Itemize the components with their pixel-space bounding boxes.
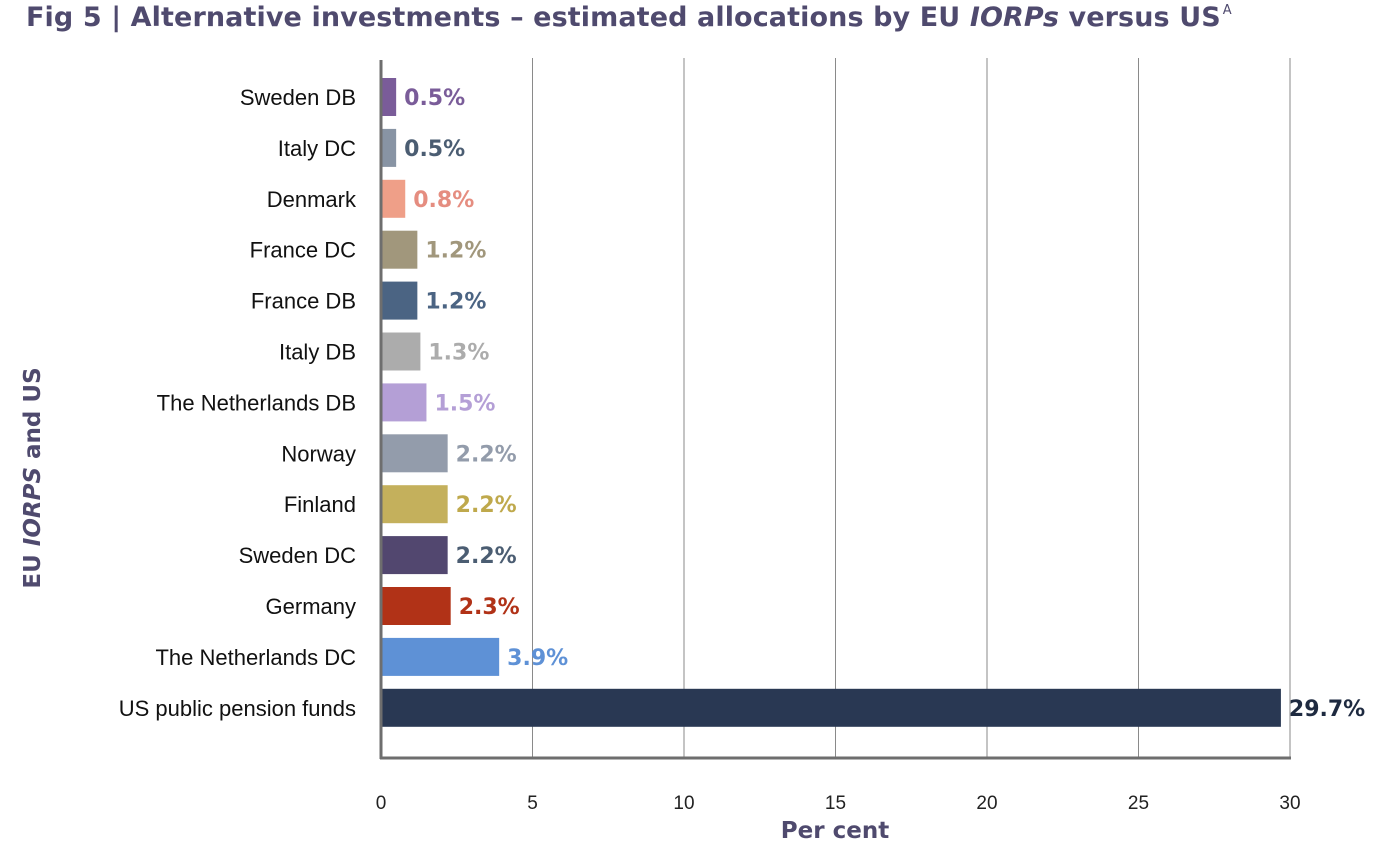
chart-title-italic: IORPs [969, 2, 1060, 33]
value-label-0: 0.5% [404, 86, 465, 111]
bar-5 [382, 332, 421, 371]
gridlines [532, 58, 1291, 758]
chart-title-suffix: versus US [1059, 2, 1221, 33]
bar-7 [382, 434, 448, 473]
x-tick-label-0: 0 [376, 793, 387, 814]
chart-title-prefix: Fig 5 | Alternative investments – estima… [26, 2, 970, 33]
value-labels: 0.5% 0.5% 0.8% 1.2% 1.2% 1.3% 1.5% 2.2% 2.2% 2.2%… [404, 86, 1365, 722]
category-label-12: US public pension funds [119, 696, 356, 721]
value-label-4: 1.2% [425, 290, 486, 315]
bar-6 [382, 383, 427, 422]
bar-8 [382, 485, 448, 524]
category-label-8: Finland [284, 492, 356, 517]
bars [382, 78, 1281, 727]
bar-9 [382, 536, 448, 575]
value-label-6: 1.5% [434, 391, 495, 416]
value-label-11: 3.9% [507, 646, 568, 671]
x-tick-label-5: 5 [527, 793, 538, 814]
y-axis-label-italic: IORPS [20, 467, 46, 546]
x-tick-label-30: 30 [1279, 793, 1300, 814]
chart-title: Fig 5 | Alternative investments – estima… [26, 2, 1232, 33]
value-label-2: 0.8% [413, 188, 474, 213]
bar-1 [382, 128, 397, 167]
value-label-5: 1.3% [428, 341, 489, 366]
axes [379, 60, 1291, 760]
category-label-1: Italy DC [278, 136, 356, 161]
bar-12 [382, 688, 1281, 727]
chart-title-superscript: A [1222, 3, 1232, 18]
value-label-7: 2.2% [456, 442, 517, 467]
value-label-8: 2.2% [456, 493, 517, 518]
x-tick-label-10: 10 [673, 793, 694, 814]
category-label-9: Sweden DC [239, 543, 357, 568]
x-tick-label-20: 20 [976, 793, 997, 814]
category-labels: Sweden DB Italy DC Denmark France DC France … [119, 85, 357, 721]
bar-3 [382, 230, 418, 269]
category-label-2: Denmark [267, 187, 357, 212]
bar-2 [382, 179, 406, 218]
value-label-3: 1.2% [425, 239, 486, 264]
x-tick-label-25: 25 [1128, 793, 1149, 814]
bar-4 [382, 281, 418, 320]
x-tick-label-15: 15 [825, 793, 846, 814]
value-label-12: 29.7% [1289, 697, 1365, 722]
value-label-1: 0.5% [404, 137, 465, 162]
bar-10 [382, 587, 451, 625]
x-axis-label: Per cent [781, 818, 889, 844]
value-label-10: 2.3% [459, 595, 520, 620]
category-label-11: The Netherlands DC [155, 645, 356, 670]
bar-0 [382, 78, 397, 116]
category-label-6: The Netherlands DB [157, 390, 356, 415]
value-label-9: 2.2% [456, 544, 517, 569]
category-label-4: France DB [251, 289, 356, 314]
category-label-0: Sweden DB [240, 85, 356, 110]
y-axis-label-suffix: and US [20, 367, 46, 467]
y-axis-label: EU IORPS and US [20, 367, 46, 588]
category-label-3: France DC [250, 238, 356, 263]
bar-11 [382, 637, 500, 676]
category-label-5: Italy DB [279, 340, 356, 365]
category-label-10: Germany [266, 594, 356, 619]
category-label-7: Norway [281, 441, 356, 466]
x-tick-labels: 0 5 10 15 20 25 30 [376, 793, 1301, 814]
y-axis-label-prefix: EU [20, 546, 46, 588]
